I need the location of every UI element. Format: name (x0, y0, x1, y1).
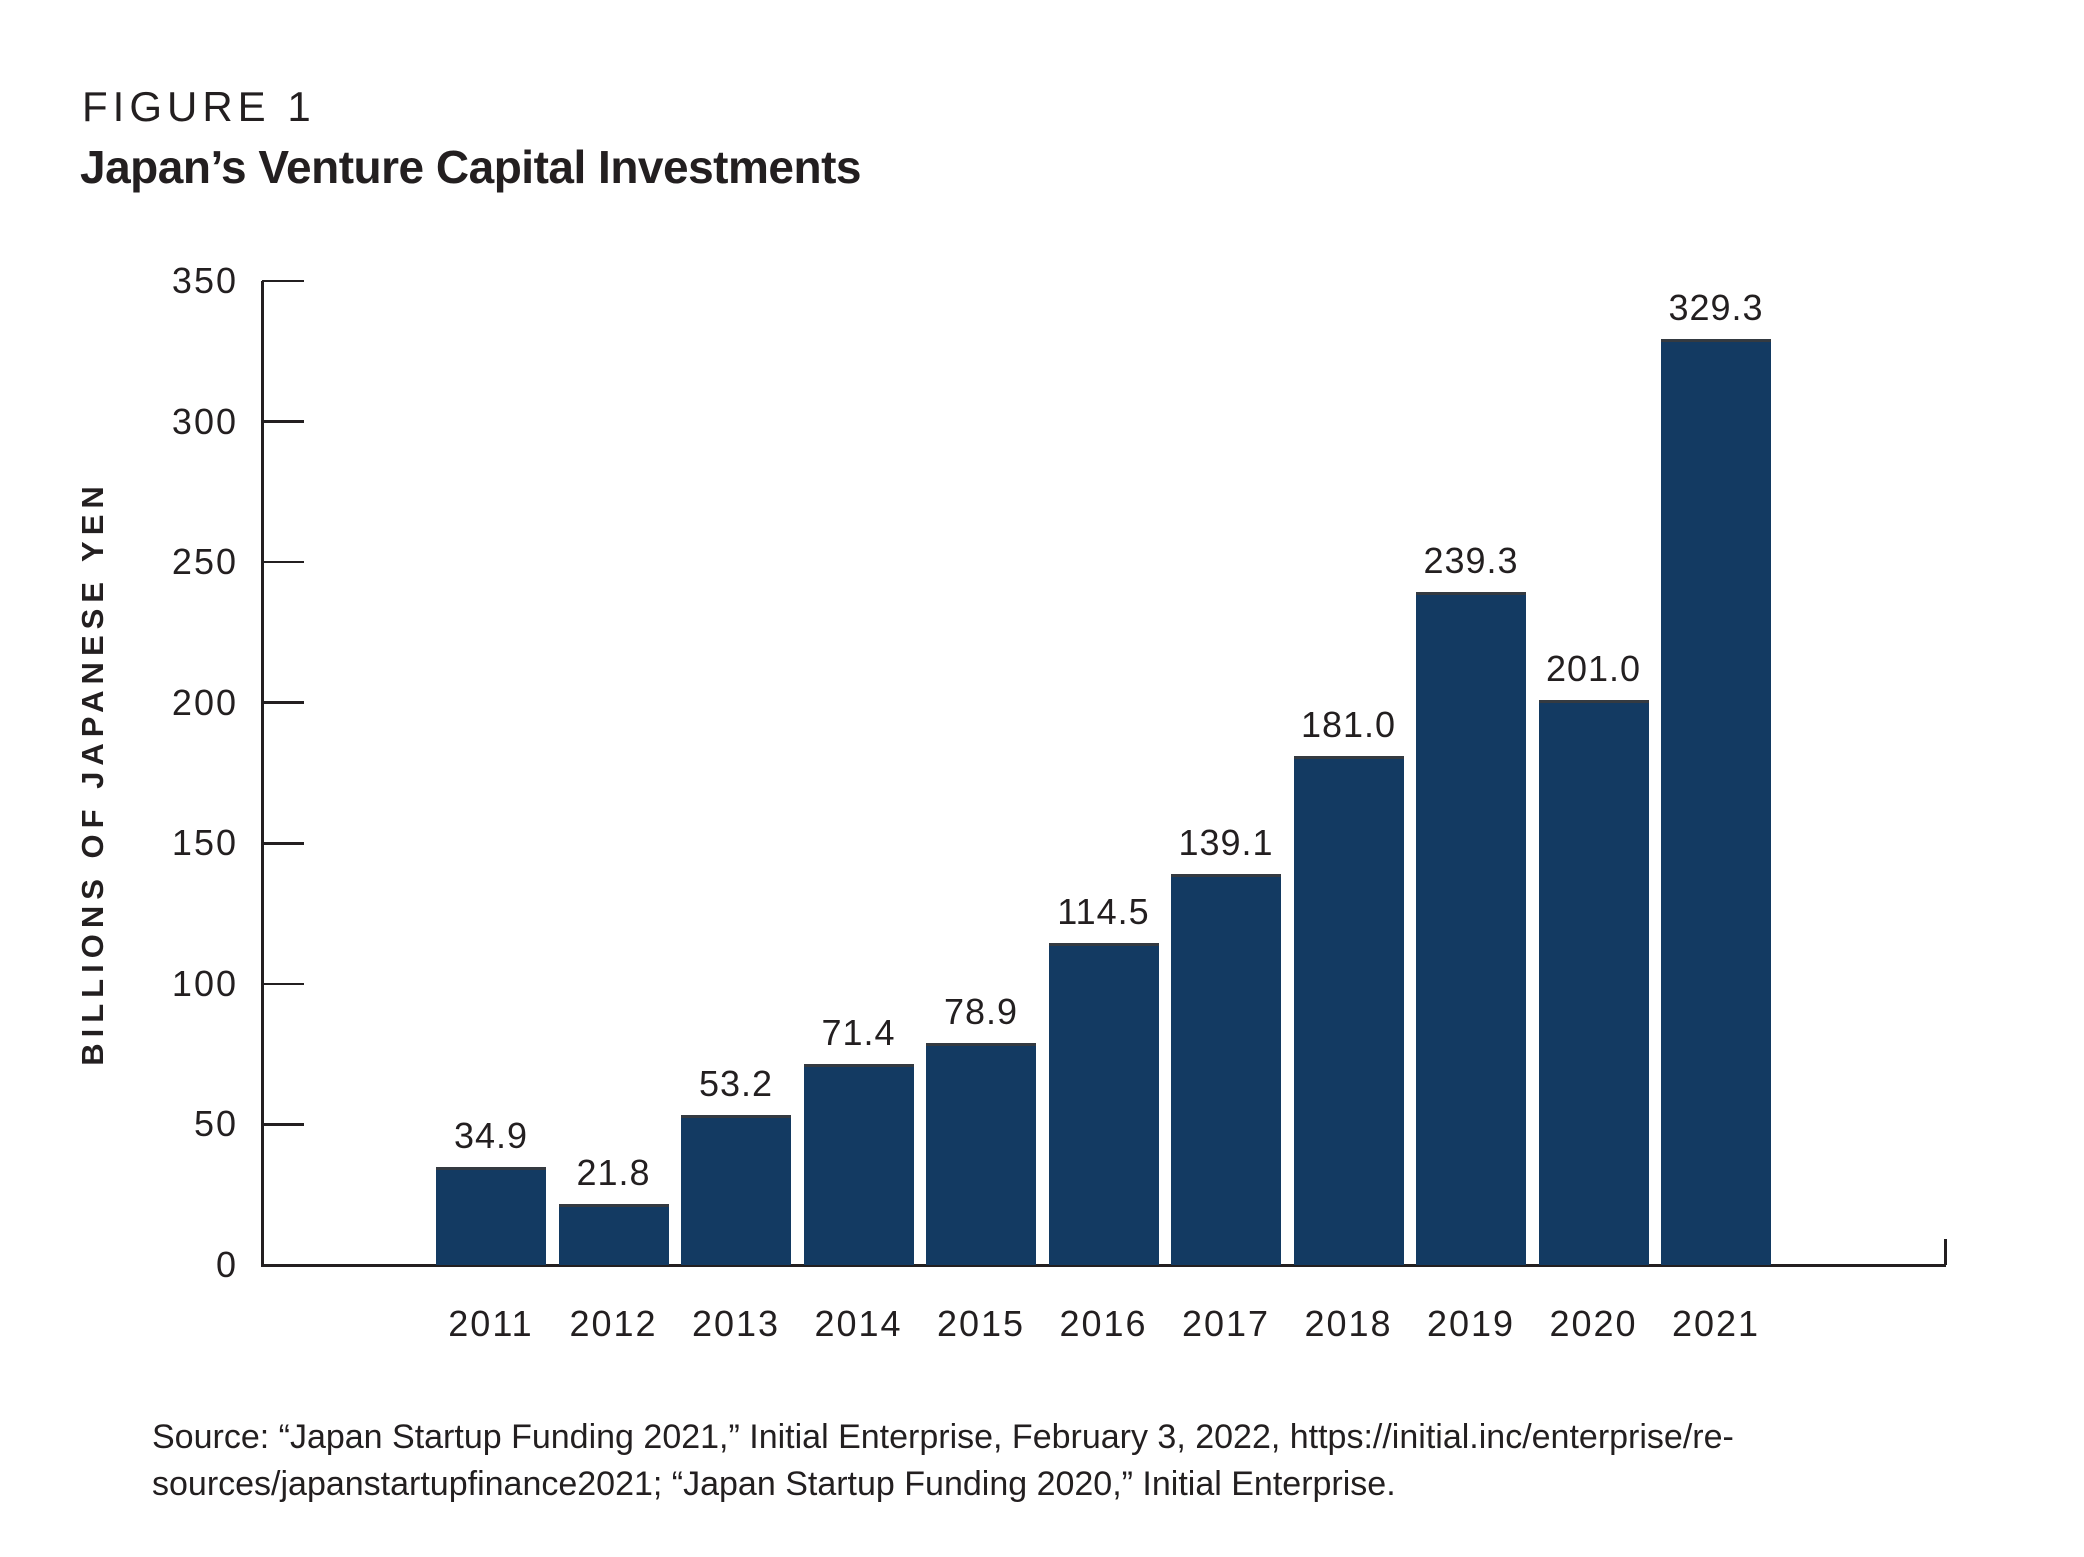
y-tick-line-100 (262, 982, 304, 986)
x-tick-label-2014: 2014 (814, 1303, 903, 1344)
bar-value-label-2011: 34.9 (453, 1114, 529, 1156)
source-note: Source: “Japan Startup Funding 2021,” In… (152, 1414, 1734, 1508)
figure-label: FIGURE 1 (82, 83, 316, 130)
source-line-1: Source: “Japan Startup Funding 2021,” In… (152, 1418, 1734, 1456)
x-tick-label-2013: 2013 (691, 1303, 781, 1344)
x-tick-label-2015: 2015 (936, 1303, 1026, 1344)
bar-2015 (926, 1043, 1036, 1265)
bar-2017 (1171, 873, 1281, 1265)
y-tick-label-200: 200 (171, 681, 238, 723)
bar-2013 (681, 1115, 791, 1265)
y-tick-label-100: 100 (171, 962, 238, 1004)
y-tick-label-350: 350 (171, 260, 238, 301)
bar-value-label-2013: 53.2 (698, 1063, 774, 1105)
bar-2021 (1661, 339, 1771, 1265)
y-tick-label-0: 0 (215, 1244, 238, 1285)
y-axis-line (261, 281, 264, 1265)
y-tick-line-250 (262, 560, 304, 564)
y-tick-line-200 (262, 701, 304, 704)
y-tick-label-300: 300 (171, 400, 238, 442)
x-tick-label-2012: 2012 (569, 1303, 658, 1344)
bar-value-label-2015: 78.9 (943, 991, 1019, 1033)
x-axis-end-tick (1944, 1239, 1947, 1265)
y-tick-line-150 (262, 842, 304, 845)
bar-value-label-2019: 239.3 (1423, 540, 1519, 582)
y-tick-line-350 (262, 279, 304, 283)
x-tick-label-2011: 2011 (448, 1303, 534, 1344)
x-tick-label-2018: 2018 (1304, 1303, 1393, 1344)
x-tick-label-2020: 2020 (1549, 1303, 1638, 1344)
bar-value-label-2014: 71.4 (821, 1012, 896, 1054)
y-tick-line-50 (262, 1123, 304, 1126)
figure-title: Japan’s Venture Capital Investments (80, 141, 861, 193)
source-line-2: sources/japanstartupfinance2021; “Japan … (152, 1465, 1396, 1503)
bar-2016 (1048, 943, 1159, 1265)
bar-2019 (1416, 592, 1526, 1265)
y-tick-line-300 (262, 420, 304, 423)
bar-2018 (1293, 756, 1404, 1265)
x-tick-label-2017: 2017 (1181, 1303, 1271, 1344)
bar-value-label-2017: 139.1 (1178, 821, 1274, 863)
bar-2020 (1538, 699, 1649, 1265)
x-axis-line (261, 1263, 1946, 1267)
bar-2012 (558, 1203, 669, 1265)
x-tick-label-2019: 2019 (1426, 1303, 1516, 1344)
bar-value-label-2020: 201.0 (1545, 647, 1642, 689)
y-tick-label-150: 150 (171, 822, 238, 864)
bar-2014 (803, 1064, 914, 1265)
bar-value-label-2016: 114.5 (1057, 891, 1150, 933)
x-tick-label-2016: 2016 (1059, 1303, 1148, 1344)
y-tick-label-50: 50 (193, 1103, 238, 1145)
x-tick-label-2021: 2021 (1671, 1303, 1761, 1344)
bar-value-label-2021: 329.3 (1668, 287, 1764, 329)
bar-value-label-2018: 181.0 (1300, 704, 1397, 746)
y-tick-label-250: 250 (171, 541, 238, 583)
bar-value-label-2012: 21.8 (576, 1151, 651, 1193)
bar-2011 (436, 1166, 546, 1265)
